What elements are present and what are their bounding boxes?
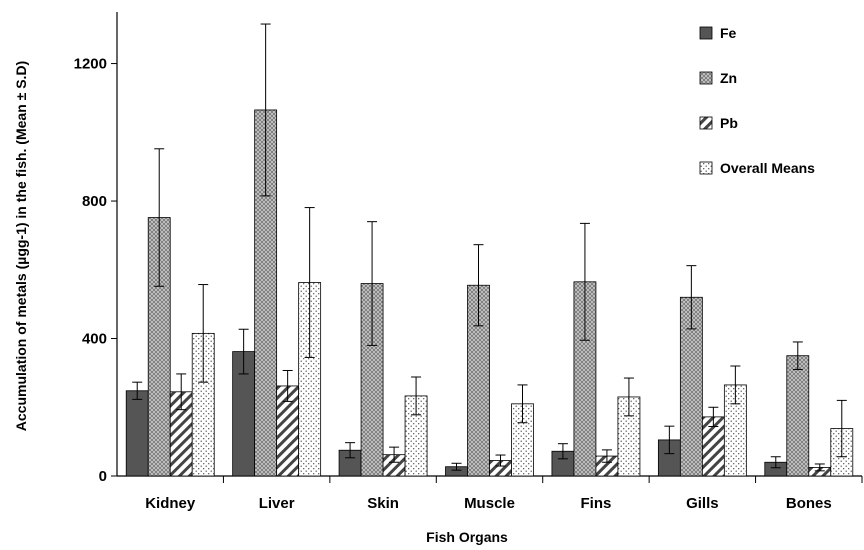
plot-area: 0 400 800 1200 Kidney Liver Skin Muscle Fins Gill… bbox=[74, 12, 863, 512]
x-tick-label: Kidney bbox=[145, 495, 196, 512]
x-tick-label: Muscle bbox=[464, 495, 515, 512]
y-tick-label: 800 bbox=[82, 193, 107, 210]
bar-fe bbox=[125, 390, 149, 477]
legend-label: Overall Means bbox=[720, 160, 815, 176]
legend-swatch bbox=[699, 26, 713, 40]
x-tick-label: Liver bbox=[259, 495, 295, 512]
y-axis-title: Accumulation of metals (µgg-1) in the fi… bbox=[13, 61, 29, 431]
y-tick-label: 400 bbox=[82, 331, 107, 348]
legend-swatch bbox=[699, 161, 713, 175]
legend-label: Zn bbox=[720, 70, 737, 86]
x-tick-label: Bones bbox=[786, 495, 832, 512]
legend-swatch bbox=[699, 71, 713, 85]
x-axis-title: Fish Organs bbox=[426, 529, 508, 545]
bar-zn bbox=[786, 355, 810, 477]
x-tick-label: Skin bbox=[367, 495, 399, 512]
y-tick-label: 0 bbox=[99, 468, 107, 485]
y-tick-label: 1200 bbox=[74, 56, 107, 73]
legend-swatch bbox=[699, 116, 713, 130]
legend-label: Fe bbox=[720, 25, 737, 41]
legend-label: Pb bbox=[720, 115, 738, 131]
x-tick-label: Fins bbox=[581, 495, 612, 512]
x-tick-label: Gills bbox=[686, 495, 719, 512]
